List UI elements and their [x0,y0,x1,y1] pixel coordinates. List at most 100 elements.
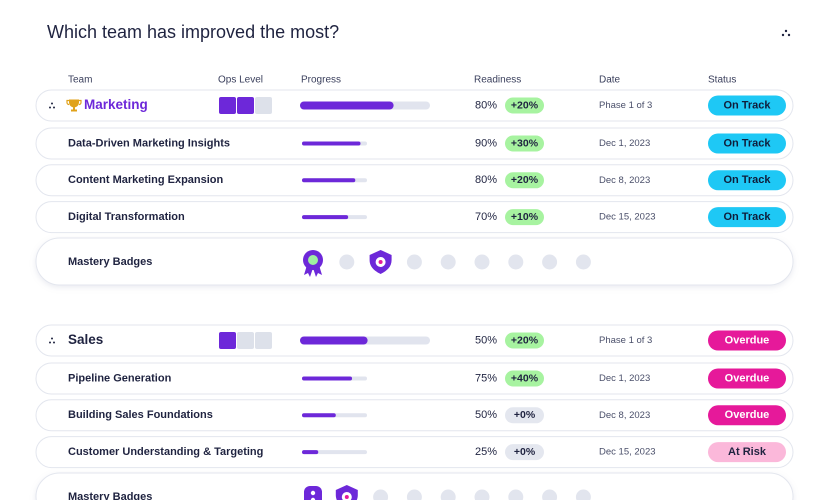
progress-fill [300,336,368,345]
readiness-value: 75% [475,372,497,384]
badges-label: Mastery Badges [68,256,152,268]
task-name: Customer Understanding & Targeting [68,446,263,458]
badge-empty [339,254,355,270]
date: Dec 15, 2023 [599,447,656,458]
date: Dec 1, 2023 [599,373,650,384]
badges-row [35,472,794,500]
task-row[interactable] [35,127,794,160]
task-row[interactable] [35,164,794,197]
change-label: +40% [511,372,539,384]
badge-empty [373,489,389,500]
column-header: Date [599,75,621,86]
status-label: At Risk [728,446,767,458]
task-name: Data-Driven Marketing Insights [68,137,230,149]
readiness-value: 50% [475,409,497,421]
shield-dot [378,260,383,264]
task-row[interactable] [35,362,794,395]
badge-empty [474,254,490,270]
robot-eye [310,490,316,496]
change-label: +20% [511,174,539,186]
status-pill[interactable] [708,442,786,463]
status-pill[interactable] [708,405,786,426]
expand-icon[interactable] [49,337,55,344]
change-label: +10% [511,211,539,223]
badge-ribbon[interactable] [303,250,323,277]
status-pill[interactable] [708,368,786,389]
expand-icon[interactable] [49,102,55,109]
change-label: +0% [514,446,536,458]
badge-empty [406,489,422,500]
shield-dot [344,495,349,499]
group-name: Sales [68,332,103,347]
change-label: +20% [511,99,539,111]
date: Phase 1 of 3 [599,335,652,346]
ops-level-block [219,97,236,114]
task-row[interactable] [35,436,794,469]
date: Dec 1, 2023 [599,138,650,149]
status-pill[interactable] [708,207,786,228]
date: Phase 1 of 3 [599,100,652,111]
task-row[interactable] [35,201,794,234]
task-name: Pipeline Generation [68,372,172,384]
group-name: Marketing [84,97,148,112]
progress-track [302,450,367,455]
column-header: Progress [301,75,341,86]
column-header: Ops Level [218,75,263,86]
badge-empty [575,489,591,500]
progress-fill [300,101,394,110]
badge-empty [542,254,558,270]
readiness-value: 80% [475,99,497,111]
status-pill[interactable] [708,170,786,191]
trophy-handles [66,99,82,106]
task-row[interactable] [35,399,794,432]
badge-empty [508,254,524,270]
badge-robot[interactable] [304,486,322,500]
ops-level-block [237,332,254,349]
ops-level-block [255,97,272,114]
status-pill[interactable] [708,330,786,351]
change-chip [505,135,544,152]
readiness-value: 80% [475,174,497,186]
change-label: +30% [511,137,539,149]
readiness-value: 70% [475,211,497,223]
change-chip [505,444,544,461]
robot-eye [310,497,316,500]
change-chip [505,332,544,349]
badge-empty [508,489,524,500]
trophy-cup [69,99,79,112]
task-name: Building Sales Foundations [68,409,213,421]
task-name: Digital Transformation [68,211,185,223]
status-label: Overdue [725,409,770,421]
ops-level-block [219,332,236,349]
badge-shield2[interactable] [335,485,358,500]
trophy-icon [66,99,82,112]
dot [51,337,53,340]
badge-empty [440,489,456,500]
progress-fill [302,141,361,146]
status-pill[interactable] [708,95,786,116]
badge-empty [575,254,591,270]
change-chip [505,209,544,226]
readiness-value: 25% [475,446,497,458]
badge-empty [406,254,422,270]
ops-level-block [237,97,254,114]
status-pill[interactable] [708,133,786,154]
task-name: Content Marketing Expansion [68,174,224,186]
status-label: Overdue [725,372,770,384]
badge-shield[interactable] [369,250,392,274]
dot [51,102,53,105]
badges-label: Mastery Badges [68,491,152,500]
date: Dec 15, 2023 [599,212,656,223]
menu-button[interactable] [781,29,791,37]
ops-level-block [255,332,272,349]
ribbon-center [308,255,318,265]
progress-fill [302,215,349,220]
change-label: +0% [514,409,536,421]
dot [53,106,55,109]
change-label: +20% [511,334,539,346]
progress-fill [302,450,319,455]
change-chip [505,407,544,424]
date: Dec 8, 2023 [599,175,650,186]
